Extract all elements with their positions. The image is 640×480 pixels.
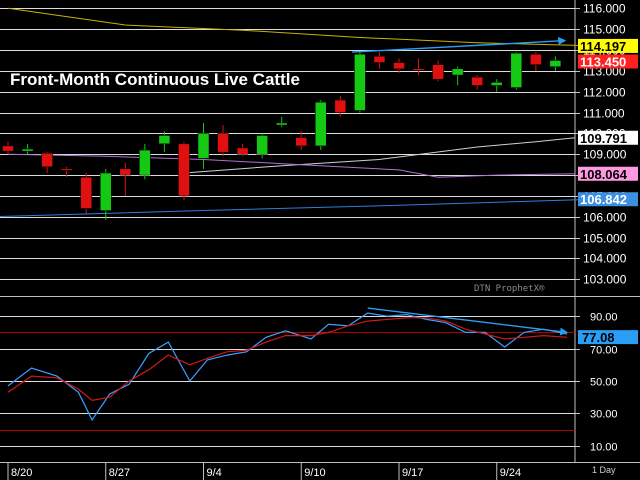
- moving-average-line: [0, 198, 595, 217]
- price-label: 106.842: [580, 192, 627, 207]
- candle-body: [139, 149, 151, 176]
- price-label-box: [578, 38, 638, 53]
- candle-body: [354, 53, 366, 111]
- osc-tick-label: 30.00: [590, 409, 618, 421]
- main-tick-label: 115.000: [583, 23, 626, 37]
- candle-body: [530, 53, 542, 65]
- candle-body: [393, 62, 405, 70]
- moving-average-line: [183, 137, 576, 174]
- price-label: 109.791: [580, 131, 627, 146]
- candle-body: [100, 172, 112, 211]
- price-label-box: [578, 54, 638, 69]
- osc-trend-arrow: [367, 307, 569, 336]
- watermark: DTN ProphetX®: [474, 284, 545, 294]
- candle-body: [451, 68, 464, 76]
- candle-body: [432, 64, 444, 80]
- candle-body: [178, 143, 190, 197]
- candle-body: [217, 133, 229, 153]
- price-label-box: [578, 192, 638, 207]
- candle-body: [373, 56, 386, 63]
- osc-tick-label: 70.00: [590, 345, 618, 357]
- osc-tick-label: 10.00: [590, 442, 618, 454]
- price-label: 113.450: [580, 54, 626, 69]
- candle-body: [21, 148, 34, 152]
- candle-body: [510, 52, 523, 88]
- time-tick-label: 9/17: [402, 467, 423, 479]
- main-tick-label: 104.000: [583, 252, 627, 266]
- main-tick-label: 105.000: [583, 232, 627, 246]
- candle-body: [119, 168, 132, 176]
- candle-body: [60, 168, 73, 171]
- oscillator-line: [7, 312, 568, 422]
- time-tick-label: 8/20: [11, 467, 32, 479]
- main-tick-label: 116.000: [583, 2, 626, 16]
- osc-value-box: [578, 330, 638, 345]
- price-label-box: [578, 130, 638, 145]
- candle-body: [275, 122, 288, 126]
- candle-body: [236, 147, 249, 155]
- candle-body: [295, 137, 307, 147]
- main-tick-label: 103.000: [583, 273, 627, 287]
- candle-body: [256, 135, 268, 155]
- main-tick-label: 111.000: [583, 107, 625, 121]
- candle-body: [491, 82, 503, 86]
- candle-body: [549, 60, 562, 67]
- candle-body: [197, 133, 210, 159]
- candle-body: [334, 99, 347, 113]
- moving-average-line: [7, 153, 576, 178]
- price-label: 114.197: [580, 39, 626, 54]
- candle-body: [2, 145, 14, 152]
- price-label-box: [578, 166, 638, 181]
- moving-average-line: [7, 7, 595, 47]
- candle-body: [315, 101, 327, 147]
- main-tick-label: 106.000: [583, 211, 627, 225]
- osc-tick-label: 50.00: [590, 377, 618, 389]
- trend-arrow: [352, 36, 567, 53]
- main-tick-label: 112.000: [583, 86, 626, 100]
- candle-body: [158, 135, 171, 145]
- candle-body: [471, 76, 483, 86]
- osc-tick-label: 90.00: [590, 312, 618, 324]
- candle-body: [80, 176, 92, 209]
- time-tick-label: 8/27: [109, 467, 130, 479]
- candle-body: [412, 68, 425, 71]
- chart-title: Front-Month Continuous Live Cattle: [10, 70, 300, 89]
- osc-value-label: 77.08: [582, 330, 615, 345]
- price-label: 108.064: [580, 167, 628, 182]
- time-tick-label: 9/24: [500, 467, 521, 479]
- time-tick-label: 9/10: [304, 467, 325, 479]
- time-tick-label: 9/4: [207, 467, 222, 479]
- period-label[interactable]: 1 Day: [592, 465, 616, 475]
- main-tick-label: 109.000: [583, 148, 627, 162]
- oscillator-line: [7, 317, 568, 402]
- candle-body: [41, 152, 53, 168]
